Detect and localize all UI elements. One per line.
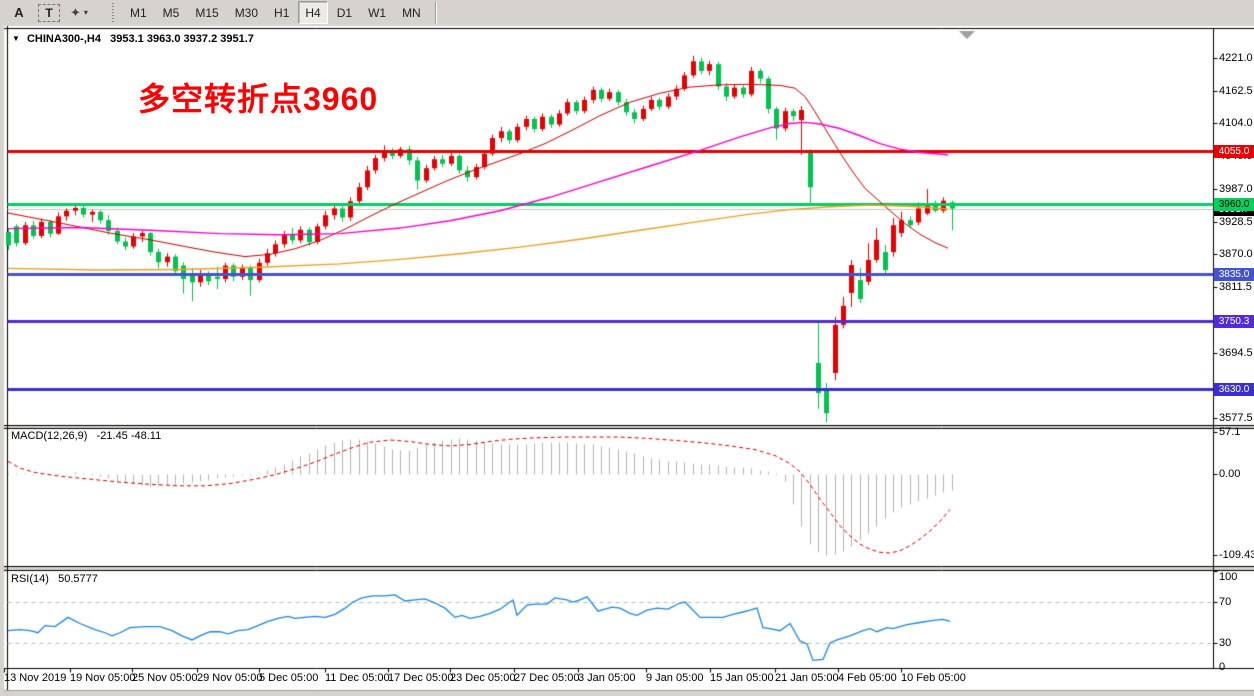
timeframe-m1-button[interactable]: M1 (130, 5, 147, 20)
text-tool-button[interactable]: T (38, 3, 60, 22)
toolbar: A T ✦ ▾ M1 M5 M15 M30 H1 H4 D1 W1 MN (0, 0, 1254, 25)
chevron-down-icon: ▾ (83, 8, 88, 17)
toolbar-grip[interactable] (110, 2, 116, 23)
text-tool-label: T (45, 5, 53, 20)
arrow-tool-label: A (14, 5, 24, 20)
objects-tool-button[interactable]: ✦ ▾ (70, 5, 100, 21)
timeframe-m15-button[interactable]: M15 (195, 5, 219, 20)
timeframe-mn-button[interactable]: MN (402, 5, 421, 20)
timeframe-w1-button[interactable]: W1 (368, 5, 387, 20)
timeframe-h4-button[interactable]: H4 (298, 1, 328, 24)
toolbar-separator (434, 1, 436, 24)
arrow-tool-button[interactable]: A (8, 3, 30, 23)
timeframe-h1-button[interactable]: H1 (274, 5, 290, 20)
objects-tool-icon: ✦ (70, 4, 81, 20)
timeframe-m30-button[interactable]: M30 (234, 5, 259, 20)
timeframe-m5-button[interactable]: M5 (162, 5, 180, 20)
timeframe-d1-button[interactable]: D1 (336, 5, 353, 20)
